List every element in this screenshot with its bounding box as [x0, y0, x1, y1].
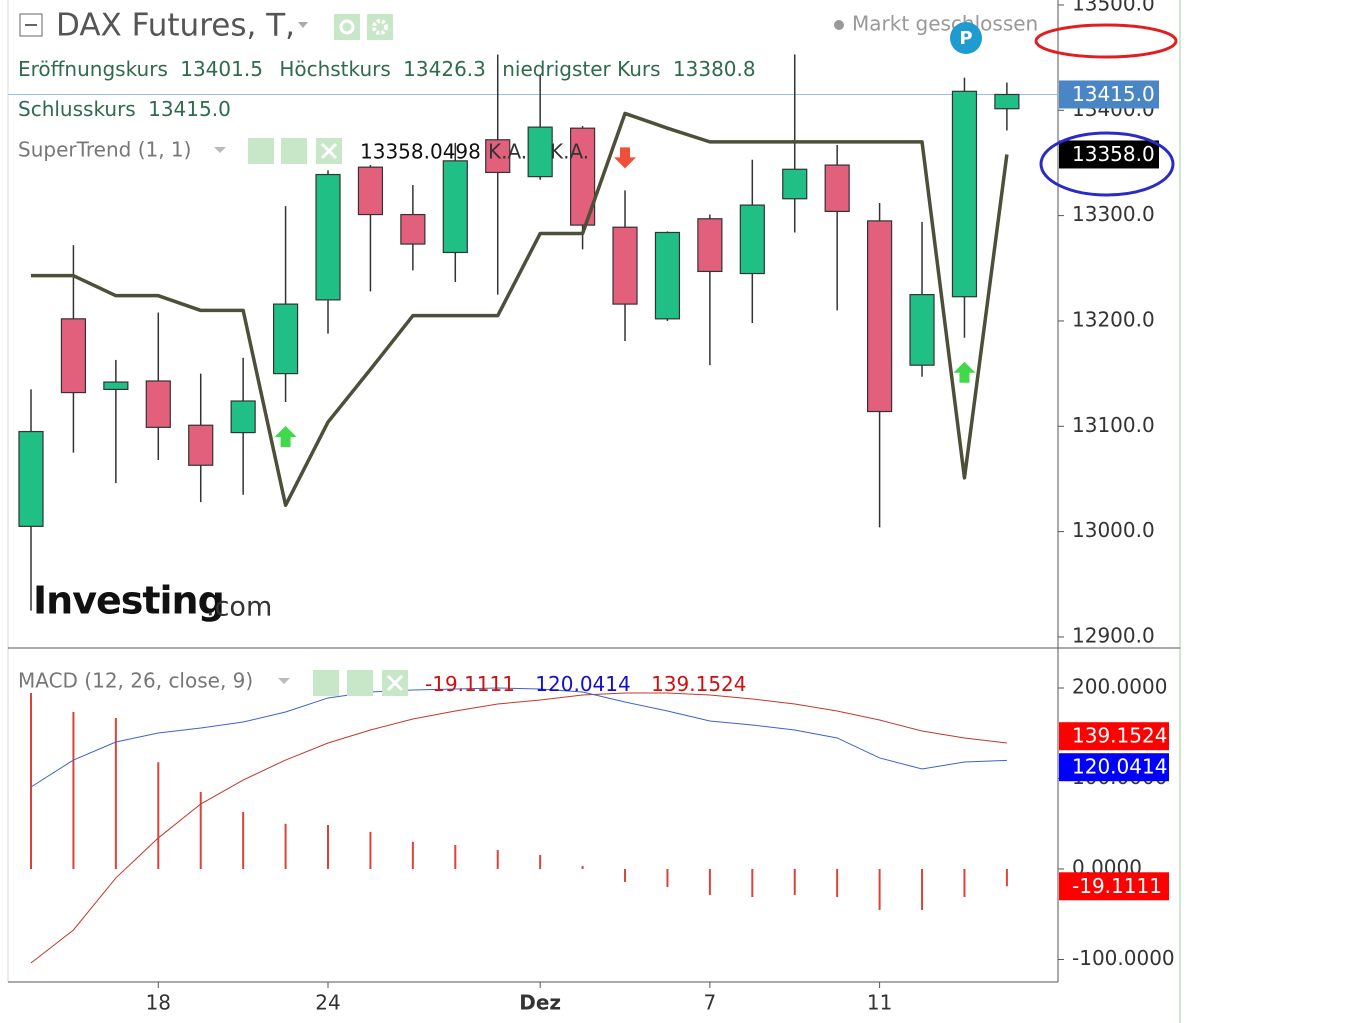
candle-body	[739, 204, 765, 275]
buy-signal	[274, 426, 297, 448]
candle-body	[782, 168, 808, 200]
candle-body	[188, 424, 214, 466]
candle-body	[230, 400, 256, 434]
dropdown-caret[interactable]	[214, 147, 226, 153]
settings-button[interactable]	[367, 14, 393, 40]
gear-icon	[372, 19, 388, 35]
close-legend: Schlusskurs 13415.0	[18, 97, 231, 121]
axis-badge	[1059, 140, 1159, 169]
candle-body	[357, 166, 384, 216]
candle-body	[145, 380, 171, 428]
candle-body	[442, 160, 468, 254]
macd-legend: -19.1111 120.0414 139.1524	[425, 672, 747, 696]
macd-value: 120.0414	[535, 672, 630, 696]
event-marker-label: P	[959, 28, 972, 49]
candle-body	[951, 90, 978, 298]
candle-body	[60, 318, 87, 394]
y-tick-label: -100.0000	[1072, 946, 1175, 970]
plot-area: 12900.013000.013100.013200.013300.013400…	[8, 0, 1175, 1015]
candle-body	[485, 139, 511, 174]
visibility-button[interactable]	[313, 670, 339, 696]
logo: Investing	[33, 579, 224, 623]
remove-icon	[320, 142, 338, 160]
candle-body	[994, 93, 1020, 110]
candle-body	[400, 213, 426, 245]
sell-signal	[614, 147, 637, 169]
y-tick-label: 13300.0	[1072, 202, 1155, 226]
supertrend-line	[31, 111, 1009, 508]
event-marker[interactable]	[950, 22, 982, 54]
settings-button[interactable]	[347, 670, 373, 696]
visibility-button[interactable]	[334, 14, 360, 40]
candle-body	[824, 164, 850, 213]
x-tick-label: 7	[704, 991, 717, 1015]
axis-badge	[1059, 753, 1169, 782]
x-tick-label: Dez	[519, 991, 561, 1015]
indicator-na: K.A.	[550, 140, 589, 164]
buy-signal	[953, 361, 976, 383]
legend-value: 13401.5	[180, 57, 263, 81]
y-tick-label: 200.0000	[1072, 674, 1167, 698]
histogram-value: -19.1111	[425, 672, 515, 696]
legend-label: Höchstkurs	[279, 57, 391, 81]
annotation-ellipse	[1039, 131, 1175, 197]
market-status: Markt geschlossen	[852, 12, 1038, 36]
indicator-title: SuperTrend (1, 1)	[18, 138, 191, 162]
indicator-value: 13358.0498	[360, 140, 481, 164]
y-tick-label: 13100.0	[1072, 413, 1155, 437]
axis-badge	[1059, 80, 1159, 109]
legend-value: 13380.8	[673, 57, 756, 81]
axis-badge-label: 13415.0	[1072, 82, 1155, 106]
legend-label: Schlusskurs	[18, 97, 136, 121]
settings-button[interactable]	[281, 138, 307, 164]
candle-body	[697, 218, 723, 273]
candle-body	[272, 303, 299, 375]
eye-icon	[339, 19, 355, 35]
candle-body	[103, 381, 129, 391]
visibility-button[interactable]	[248, 138, 274, 164]
signal-line	[30, 692, 1007, 964]
legend-label: Eröffnungskurs	[18, 57, 168, 81]
macd-line	[30, 687, 1007, 788]
legend-value: 13426.3	[403, 57, 486, 81]
candle-body	[18, 430, 44, 527]
ohlc-legend: Eröffnungskurs 13401.5 Höchstkurs 13426.…	[18, 57, 756, 81]
x-tick-label: 18	[146, 991, 171, 1015]
remove-icon	[386, 674, 404, 692]
macd-title: MACD (12, 26, close, 9)	[18, 669, 253, 693]
candle-body	[866, 220, 893, 413]
axis-badge-label: 139.1524	[1072, 724, 1167, 748]
axis-badge	[1059, 722, 1169, 751]
axis-badge-label: 120.0414	[1072, 755, 1167, 779]
logo-suffix: .com	[206, 592, 272, 623]
y-tick-label: 13500.0	[1072, 0, 1155, 15]
chart-title: DAX Futures, T,	[56, 8, 295, 44]
axis-badge-label: 13358.0	[1072, 142, 1155, 166]
axis-badge-label: -19.1111	[1072, 874, 1162, 898]
x-tick-label: 24	[315, 991, 340, 1015]
y-tick-label: 13000.0	[1072, 518, 1155, 542]
annotation-ellipse	[1034, 23, 1178, 59]
candle-body	[612, 226, 638, 305]
collapse-button[interactable]	[19, 13, 43, 37]
candle-body	[654, 231, 681, 320]
candle-body	[315, 173, 341, 301]
signal-value: 139.1524	[651, 672, 746, 696]
dropdown-caret[interactable]	[298, 22, 308, 28]
candle-body	[527, 126, 553, 178]
x-tick-label: 11	[867, 991, 892, 1015]
indicator-na: K.A.	[488, 140, 527, 164]
y-tick-label: 12900.0	[1072, 623, 1155, 647]
status-dot	[834, 20, 844, 30]
dropdown-caret[interactable]	[278, 678, 290, 684]
y-tick-label: 13200.0	[1072, 307, 1155, 331]
candle-body	[909, 294, 935, 366]
legend-value: 13415.0	[148, 97, 231, 121]
axis-badge	[1059, 872, 1169, 901]
legend-label: niedrigster Kurs	[502, 57, 660, 81]
axis-badges: 13358.0 13415.0 139.1524 120.0414 -19.1111	[1059, 80, 1169, 901]
